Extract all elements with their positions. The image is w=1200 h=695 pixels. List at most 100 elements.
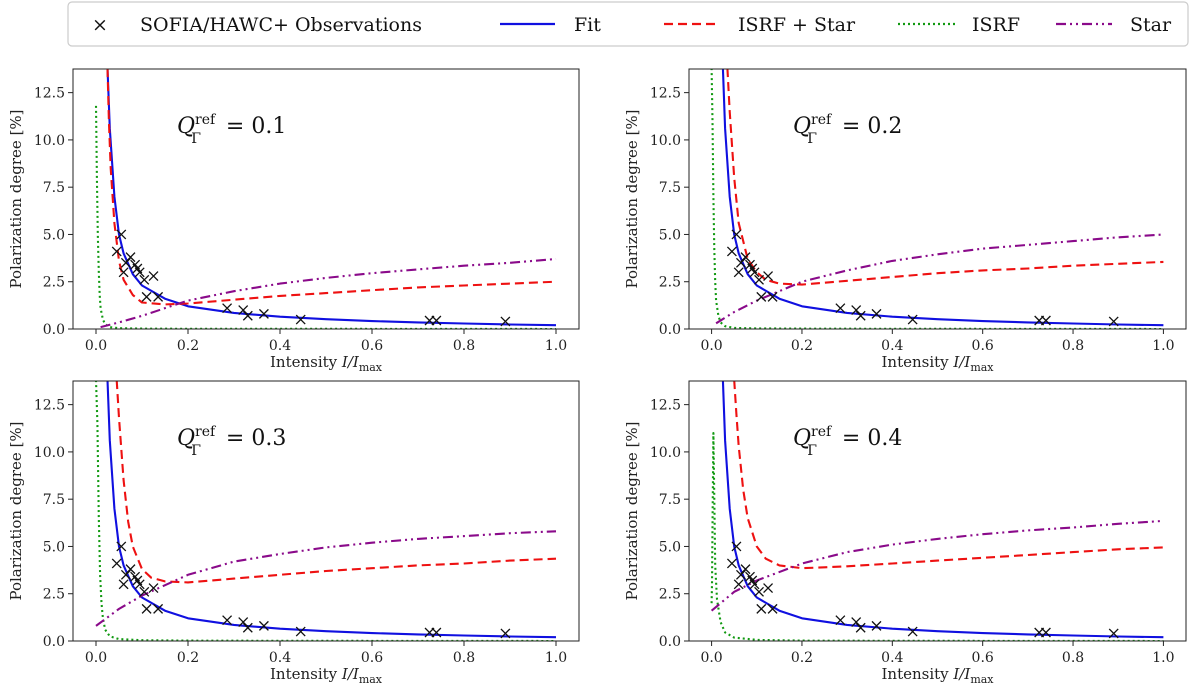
legend-item-isrf: ISRF [898,14,1020,36]
observation-point [500,316,511,327]
y-tick-label: 10.0 [34,445,65,461]
y-axis-label: Polarization degree [%] [623,421,641,600]
observation-point [855,310,866,321]
series-line-isrf [710,431,1164,641]
observation-point [1108,316,1119,327]
observation-point [141,291,152,302]
x-tick-label: 0.0 [85,650,107,666]
observation-point [726,246,737,257]
legend-item-star: Star [1056,14,1172,36]
series-group [710,69,1164,329]
series-line-isrf [710,69,1164,329]
x-tick-label: 0.0 [85,338,107,354]
x-tick-label: 0.4 [269,338,291,354]
legend-label-star: Star [1130,14,1172,36]
observation-point [733,267,744,278]
series-group [710,381,1164,641]
y-tick-label: 10.0 [650,133,681,149]
observation-point [118,267,129,278]
observation-point [148,271,159,282]
y-tick-label: 7.5 [43,180,65,196]
observation-point [500,628,511,639]
observation-point [756,291,767,302]
observation-point [111,246,122,257]
y-tick-label: 7.5 [43,492,65,508]
observation-point [756,603,767,614]
observation-point [258,308,269,319]
y-tick-label: 5.0 [43,227,65,243]
observation-point [431,315,442,326]
x-tick-label: 1.0 [545,338,567,354]
y-tick-label: 7.5 [659,492,681,508]
observation-point [153,603,164,614]
q-ref-annotation: Qref Γ = 0.4 [793,424,902,459]
chart-panel: 0.0 0.2 0.4 0.6 0.8 1.0 0.0 2.5 5.0 7.5 10.0 12.5 In… [623,380,1187,686]
axes-frame [72,68,580,330]
y-tick-label: 5.0 [659,227,681,243]
observation-point [763,271,774,282]
observation-point [754,586,764,597]
observation-point [134,579,145,590]
x-tick-label: 0.4 [881,650,903,666]
y-axis-label: Polarization degree [%] [7,109,25,288]
x-tick-label: 0.8 [453,650,475,666]
series-line-isrf-star [106,69,557,306]
series-line-isrf [94,105,557,329]
q-ref-annotation: Qref Γ = 0.1 [177,112,286,147]
observation-point [258,620,269,631]
observation-point [907,626,918,637]
x-tick-label: 0.8 [453,338,475,354]
observation-point [767,603,778,614]
y-tick-label: 2.5 [43,275,65,291]
y-tick-label: 0.0 [43,322,65,338]
x-tick-label: 0.2 [791,650,813,666]
series-line-fit [106,69,557,327]
y-tick-label: 2.5 [659,587,681,603]
legend-label-isrf-star: ISRF + Star [738,14,856,36]
x-axis-label: Intensity I/Imax [881,353,994,374]
x-tick-label: 0.8 [1062,338,1084,354]
x-tick-label: 0.4 [269,650,291,666]
observation-point [295,314,306,325]
observation-point [242,310,253,321]
chart-panel: 0.0 0.2 0.4 0.6 0.8 1.0 0.0 2.5 5.0 7.5 10.0 12.5 In… [7,380,580,686]
observation-point [222,303,233,314]
observation-point [120,257,131,268]
legend-item-observations: × SOFIA/HAWC+ Observations [92,14,422,36]
y-tick-label: 5.0 [659,539,681,555]
q-ref-annotation: Qref Γ = 0.3 [177,424,286,459]
y-tick-label: 0.0 [659,322,681,338]
observation-point [1040,627,1051,638]
y-tick-label: 2.5 [659,275,681,291]
observation-point [851,305,862,316]
legend-item-isrf-star: ISRF + Star [664,14,856,36]
series-line-star [95,530,557,627]
x-tick-label: 0.6 [361,650,383,666]
x-tick-label: 0.2 [177,650,199,666]
observation-point [855,622,866,633]
observation-point [1040,315,1051,326]
observation-point [238,617,249,628]
observation-point [767,291,778,302]
observation-point [749,579,760,590]
legend: × SOFIA/HAWC+ Observations Fit ISRF + St… [67,1,1189,47]
observation-point [141,603,152,614]
series-group [94,69,557,329]
legend-frame [67,1,1189,47]
x-tick-label: 0.2 [791,338,813,354]
y-tick-label: 10.0 [34,133,65,149]
x-tick-label: 0.0 [700,650,722,666]
series-line-isrf-star [726,69,1164,286]
observation-point [139,586,150,597]
y-axis-label: Polarization degree [%] [623,109,641,288]
observation-point [740,252,751,263]
series-line-star [715,233,1164,325]
observation-point [148,583,159,594]
axes-frame [688,68,1187,330]
x-tick-label: 0.6 [972,650,994,666]
legend-marker-cross-icon: × [92,14,108,36]
observation-point [120,569,131,580]
observation-point [242,622,253,633]
series-line-star [100,257,557,329]
